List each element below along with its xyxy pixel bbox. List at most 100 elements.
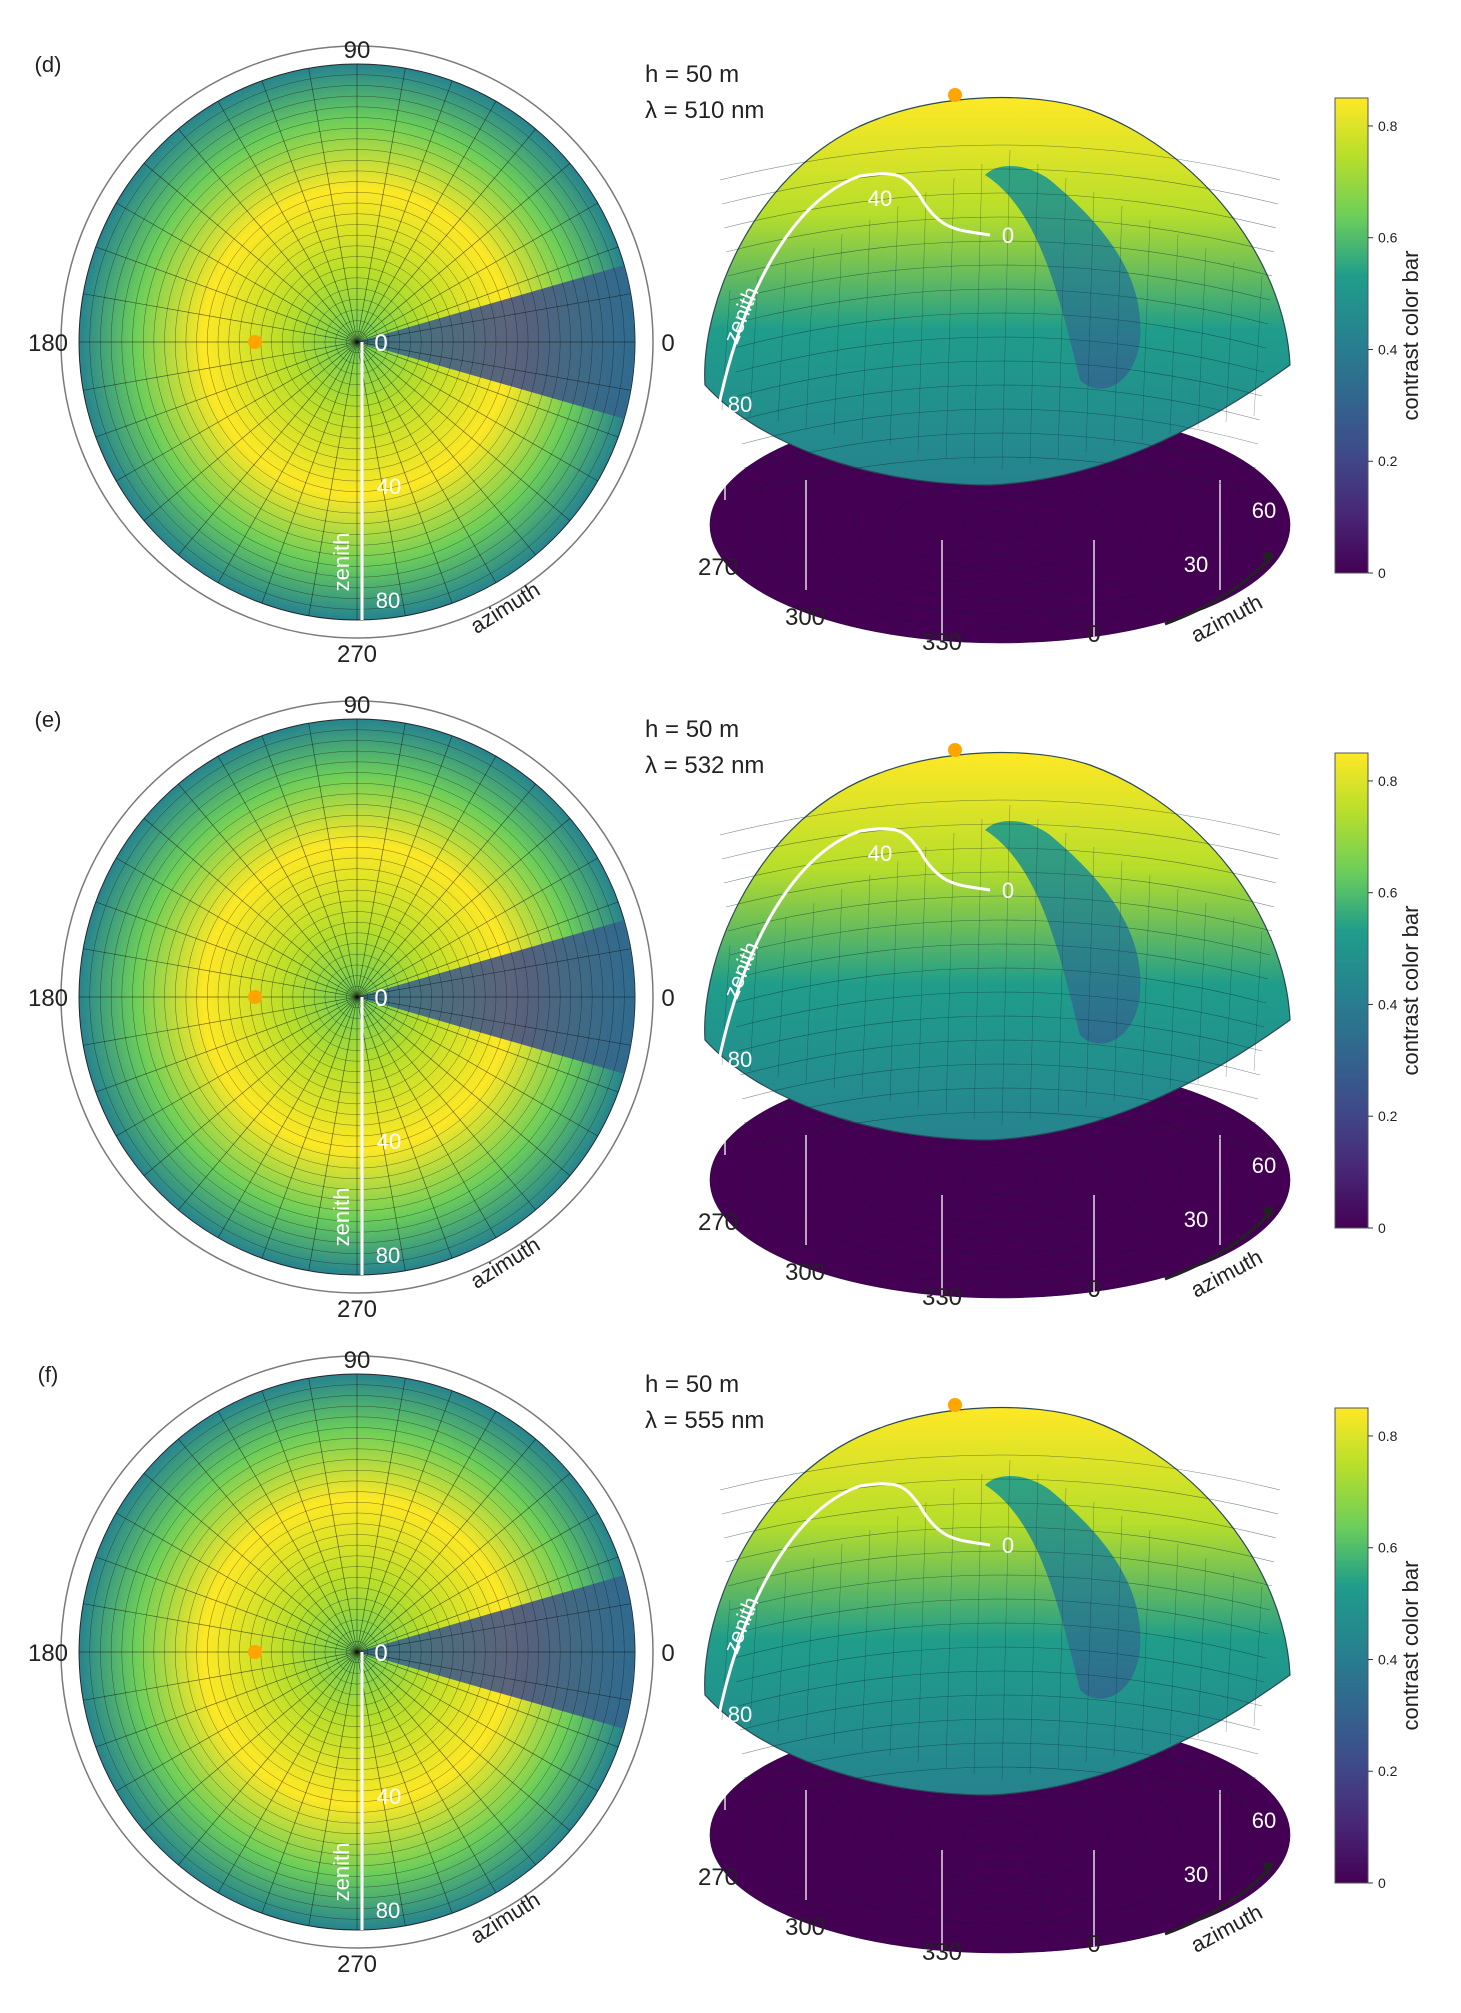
- surface-azimuth-270: 270: [698, 554, 738, 581]
- surface-azimuth-330: 330: [922, 1939, 962, 1966]
- polar-zenith-80: 80: [376, 588, 400, 613]
- surface-azimuth-300: 300: [785, 1259, 825, 1286]
- wavelength-label: λ = 510 nm: [645, 97, 764, 124]
- surface-zenith-path: [716, 827, 991, 1066]
- colorbar-label: contrast color bar: [1398, 1561, 1423, 1731]
- panel-letter: (f): [38, 1362, 59, 1387]
- colorbar-tick: 0.4: [1378, 1651, 1398, 1667]
- surface-zenith-path: [716, 172, 991, 411]
- colorbar-tick: 0.8: [1378, 1428, 1398, 1444]
- colorbar: 0 0.2 0.4 0.6 0.8 contrast color bar: [1334, 1407, 1423, 1891]
- surface-zenith-80: 80: [728, 392, 752, 417]
- colorbar-gradient: [1334, 1407, 1369, 1884]
- colorbar-tick: 0.6: [1378, 230, 1398, 246]
- polar-label-south: 270: [337, 641, 377, 668]
- polar-label-north: 90: [344, 37, 371, 64]
- colorbar-tick: 0: [1378, 1875, 1386, 1891]
- surface-azimuth-300: 300: [785, 1914, 825, 1941]
- surface-azimuth-270: 270: [698, 1864, 738, 1891]
- surface-zenith-0: 0: [1002, 878, 1014, 903]
- polar-center-label: 0: [374, 1640, 387, 1667]
- colorbar-tick: 0: [1378, 565, 1386, 581]
- colorbar-tick: 0.2: [1378, 1763, 1398, 1779]
- polar-label-west: 180: [28, 1640, 68, 1667]
- polar-label-east: 0: [661, 330, 674, 357]
- polar-label-west: 180: [28, 985, 68, 1012]
- polar-label-west: 180: [28, 330, 68, 357]
- polar-label-north: 90: [344, 1347, 371, 1374]
- surface-zenith-path: [716, 1482, 991, 1721]
- colorbar-tick: 0.2: [1378, 453, 1398, 469]
- colorbar-tick: 0.8: [1378, 118, 1398, 134]
- surface-azimuth-270: 270: [698, 1209, 738, 1236]
- azimuth-arrow-icon: [1164, 1868, 1270, 1936]
- sun-marker-icon: [248, 990, 262, 1004]
- colorbar-label: contrast color bar: [1398, 251, 1423, 421]
- colorbar-tick: 0.2: [1378, 1108, 1398, 1124]
- polar-zenith-80: 80: [376, 1898, 400, 1923]
- colorbar: 0 0.2 0.4 0.6 0.8 contrast color bar: [1334, 97, 1423, 581]
- height-label: h = 50 m: [645, 61, 739, 88]
- colorbar-tick: 0.4: [1378, 341, 1398, 357]
- surface-valley: [985, 820, 1141, 1044]
- surface-azimuth-0: 0: [1087, 1276, 1100, 1303]
- surface-azimuth-330: 330: [922, 1284, 962, 1311]
- polar-zenith-label: zenith: [329, 1843, 354, 1902]
- polar-label-south: 270: [337, 1296, 377, 1323]
- surface-dome: [704, 1406, 1291, 1796]
- surface-zenith-0: 0: [1002, 1533, 1014, 1558]
- wavelength-label: λ = 532 nm: [645, 752, 764, 779]
- colorbar-tick: 0.4: [1378, 996, 1398, 1012]
- surface-azimuth-0: 0: [1087, 1931, 1100, 1958]
- panel-letter: (e): [35, 707, 62, 732]
- surface-azimuth-330: 330: [922, 629, 962, 656]
- azimuth-arrow-icon: [1164, 1213, 1270, 1281]
- colorbar-gradient: [1334, 97, 1369, 574]
- surface-azimuth-30: 30: [1184, 1862, 1208, 1887]
- colorbar: 0 0.2 0.4 0.6 0.8 contrast color bar: [1334, 752, 1423, 1236]
- surface-azimuth-300: 300: [785, 604, 825, 631]
- surface-azimuth-60: 60: [1252, 498, 1276, 523]
- polar-zenith-40: 40: [377, 1784, 401, 1809]
- polar-zenith-40: 40: [377, 1129, 401, 1154]
- polar-zenith-40: 40: [377, 474, 401, 499]
- surface-zenith-40: 40: [868, 841, 892, 866]
- surface-azimuth-0: 0: [1087, 621, 1100, 648]
- wavelength-label: λ = 555 nm: [645, 1407, 764, 1434]
- colorbar-tick: 0.6: [1378, 1540, 1398, 1556]
- polar-zenith-label: zenith: [329, 1188, 354, 1247]
- surface-azimuth-60: 60: [1252, 1153, 1276, 1178]
- polar-center-label: 0: [374, 330, 387, 357]
- surface-zenith-80: 80: [728, 1702, 752, 1727]
- surface-dome: [704, 96, 1291, 486]
- polar-label-north: 90: [344, 692, 371, 719]
- colorbar-gradient: [1334, 752, 1369, 1229]
- polar-label-east: 0: [661, 985, 674, 1012]
- surface-zenith-40: 40: [868, 186, 892, 211]
- panel-letter: (d): [35, 52, 62, 77]
- surface-sun-marker-icon: [948, 743, 962, 757]
- surface-azimuth-60: 60: [1252, 1808, 1276, 1833]
- surface-zenith-80: 80: [728, 1047, 752, 1072]
- colorbar-tick: 0: [1378, 1220, 1386, 1236]
- surface-azimuth-30: 30: [1184, 1207, 1208, 1232]
- colorbar-label: contrast color bar: [1398, 906, 1423, 1076]
- height-label: h = 50 m: [645, 1371, 739, 1398]
- height-label: h = 50 m: [645, 716, 739, 743]
- polar-outer-ring: [60, 45, 654, 639]
- polar-label-south: 270: [337, 1951, 377, 1978]
- polar-zenith-label: zenith: [329, 533, 354, 592]
- surface-dome: [704, 751, 1291, 1141]
- polar-center-label: 0: [374, 985, 387, 1012]
- azimuth-arrow-icon: [1164, 558, 1270, 626]
- sun-marker-icon: [248, 335, 262, 349]
